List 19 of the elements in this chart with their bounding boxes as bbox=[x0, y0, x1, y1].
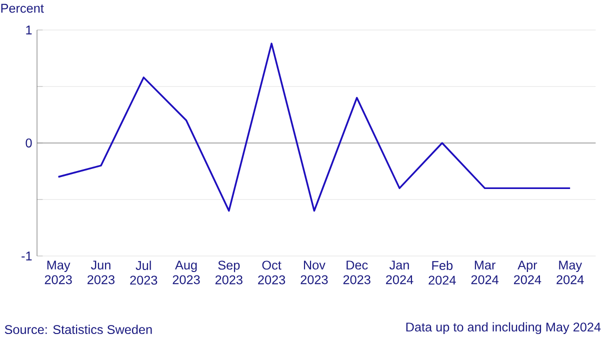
x-tick-label: May 2023 bbox=[44, 260, 72, 284]
x-tick-label: Jun 2023 bbox=[88, 260, 114, 284]
x-tick-label: Aug 2023 bbox=[172, 260, 200, 284]
x-tick-label: Jan 2024 bbox=[386, 260, 414, 284]
y-tick-label: 0 bbox=[26, 138, 32, 148]
x-tick-label: Oct 2023 bbox=[258, 260, 286, 284]
y-axis-title: Percent bbox=[1, 4, 44, 13]
text: Data up to and including May 2024 bbox=[406, 322, 601, 334]
x-tick-label: Feb 2024 bbox=[428, 260, 456, 285]
x-tick-label: May 2024 bbox=[556, 260, 584, 284]
x-tick-label: Jul 2023 bbox=[130, 260, 158, 285]
x-tick-label: Nov 2023 bbox=[300, 260, 328, 284]
x-tick-label: Dec 2023 bbox=[343, 260, 370, 284]
x-tick-label: Mar 2024 bbox=[471, 260, 498, 284]
y-tick-label: 1 bbox=[26, 26, 32, 34]
source-note: Source: Statistics Sweden bbox=[4, 324, 152, 334]
y-tick-label: -1 bbox=[22, 252, 32, 260]
x-tick-label: Apr 2024 bbox=[514, 260, 542, 284]
x-tick-label: Sep 2023 bbox=[215, 260, 242, 284]
